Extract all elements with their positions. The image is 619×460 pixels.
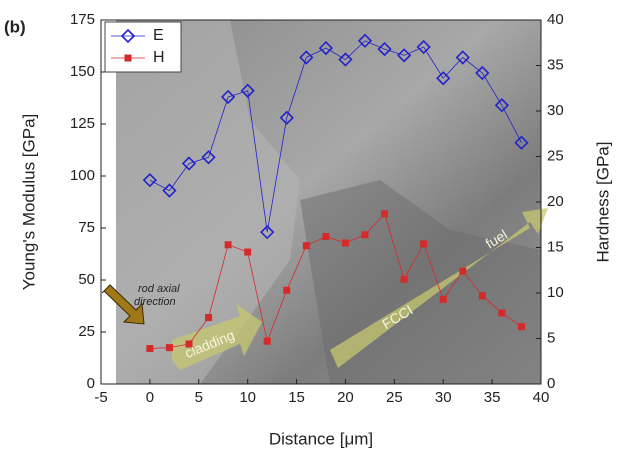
arrow-cladding [172,304,262,370]
x-tick-label: 10 [239,389,256,406]
marker [299,50,314,65]
marker [263,337,271,345]
marker [165,344,173,352]
y2-tick-label: 40 [547,11,564,28]
y2-tick-label: 25 [547,147,564,164]
x-tick-label: 35 [484,389,501,406]
y2-tick-label: 30 [547,102,564,119]
y-tick-label: 150 [70,63,95,80]
marker [260,225,275,240]
x-tick-label: 15 [288,389,305,406]
x-tick-label: 5 [195,389,203,406]
marker [201,150,216,165]
marker [124,54,132,62]
marker [475,65,490,81]
marker [416,39,431,55]
y2-tick-label: 10 [547,284,564,301]
marker [162,183,177,198]
x-tick-label: -5 [94,389,107,406]
marker [381,210,389,218]
y2-tick-label: 20 [547,193,564,210]
marker [146,345,154,353]
marker [514,135,529,150]
y-tick-label: 50 [78,271,95,288]
y2-axis-label: Hardness [GPa] [593,142,612,263]
arrow-rod-axial [101,284,145,325]
panel-label: (b) [4,17,26,36]
marker [517,323,525,331]
y2-tick-label: 35 [547,56,564,73]
marker [224,241,232,249]
annotation: rod axial [138,283,180,295]
y-tick-label: 175 [70,11,95,28]
marker [205,314,213,322]
marker [439,295,447,303]
y-axis-label: Young's Modulus [GPa] [19,114,38,291]
marker [142,173,158,188]
marker [361,231,369,239]
marker [436,71,451,86]
marker [459,267,467,275]
legend-box [104,21,182,73]
y-tick-label: 25 [78,323,95,340]
marker [341,239,349,247]
marker [279,110,294,125]
annotation: direction [134,296,176,308]
y2-tick-label: 0 [547,375,555,392]
marker [283,286,291,294]
marker [318,40,334,56]
series-line [149,213,522,349]
x-tick-label: 20 [337,389,354,406]
y-tick-label: 75 [78,219,95,236]
marker [244,248,252,256]
y-tick-label: 100 [70,167,95,184]
marker [478,292,486,300]
y2-tick-label: 15 [547,238,564,255]
sem-region [116,20,300,384]
marker [357,33,373,48]
marker [120,28,136,44]
marker [420,240,428,248]
y-tick-label: 0 [87,375,95,392]
marker [220,89,236,105]
x-tick-label: 0 [146,389,154,406]
y2-tick-label: 5 [547,329,555,346]
marker [494,98,510,113]
marker [338,52,353,67]
x-tick-label: 25 [386,389,403,406]
marker [240,83,255,98]
marker [302,242,310,250]
marker [498,309,506,317]
marker [322,233,330,241]
marker [185,340,193,348]
x-tick-label: 40 [533,389,550,406]
marker [400,275,408,283]
marker [455,50,470,65]
marker [181,156,197,171]
marker [396,48,412,63]
y-tick-label: 125 [70,115,95,132]
marker [377,41,392,57]
x-axis-label: Distance [μm] [269,429,373,448]
legend-label: H [153,49,165,66]
legend-label: E [153,27,164,44]
x-tick-label: 30 [435,389,452,406]
